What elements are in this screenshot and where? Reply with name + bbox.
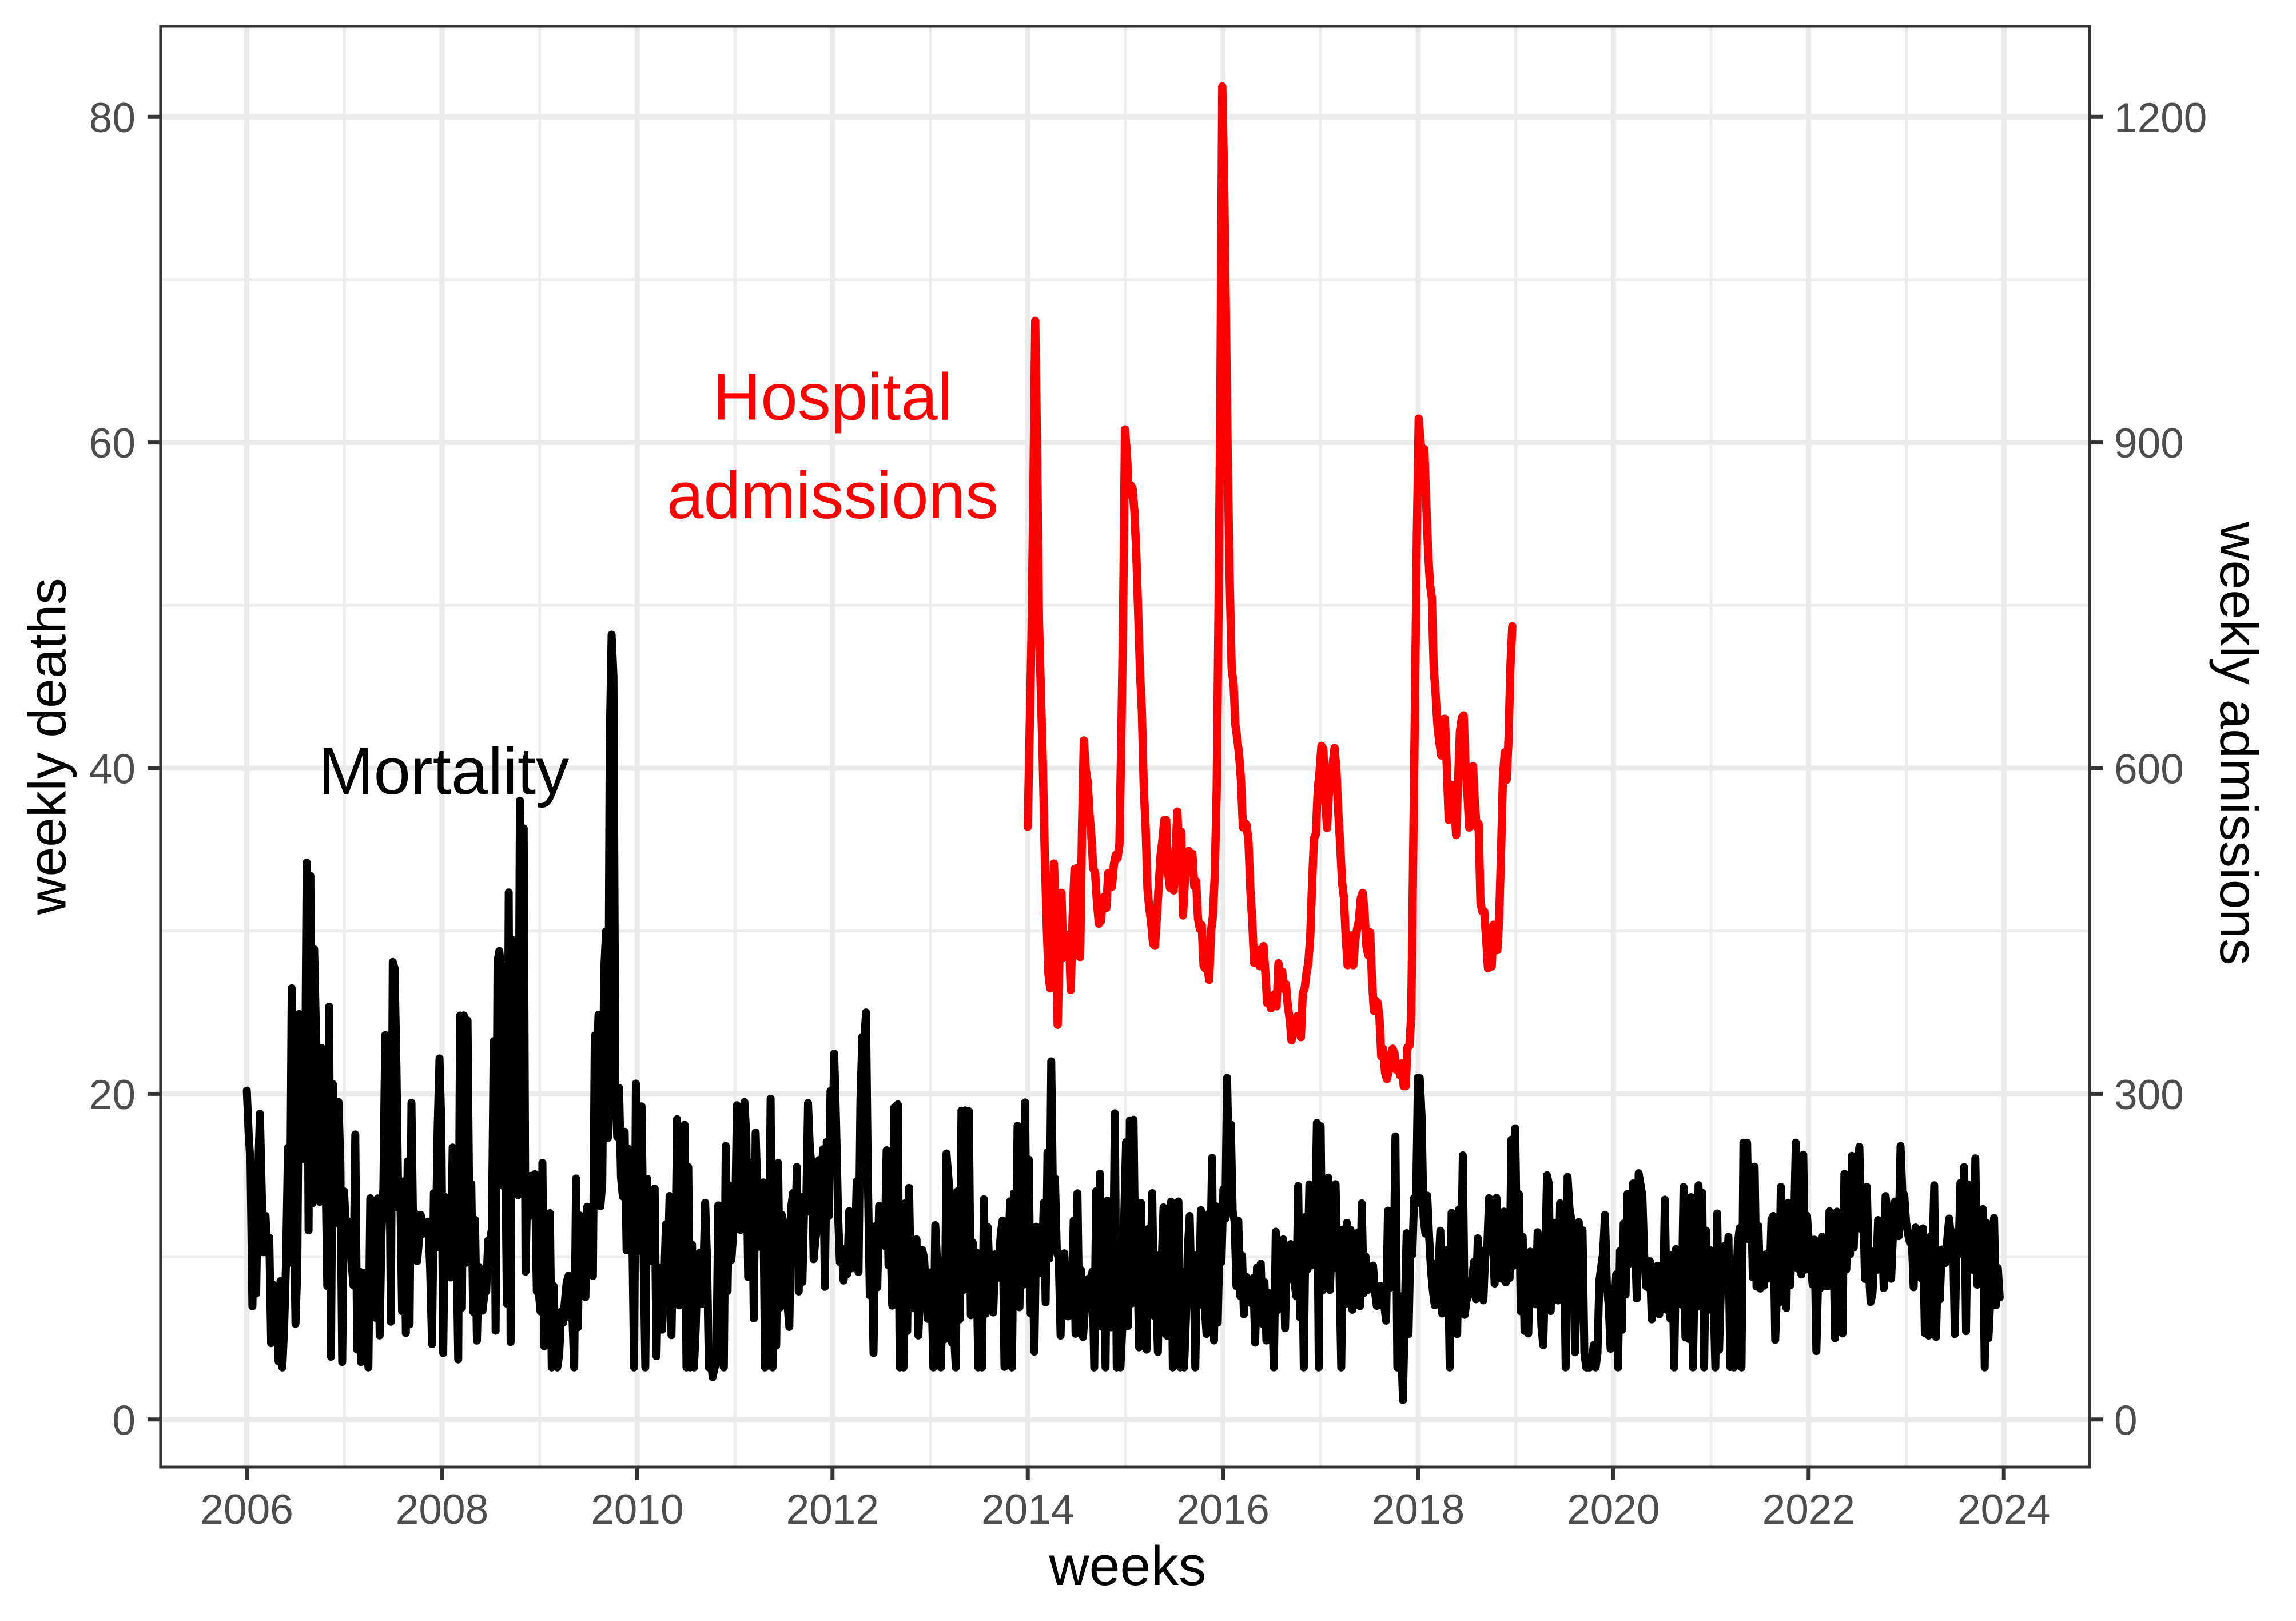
svg-text:weekly admissions: weekly admissions xyxy=(2209,521,2269,965)
svg-text:Mortality: Mortality xyxy=(319,734,569,808)
svg-text:admissions: admissions xyxy=(667,458,998,533)
svg-text:60: 60 xyxy=(89,420,136,467)
svg-text:2024: 2024 xyxy=(1957,1487,2050,1533)
svg-text:80: 80 xyxy=(89,95,136,141)
svg-text:2014: 2014 xyxy=(981,1487,1074,1533)
svg-text:2022: 2022 xyxy=(1762,1487,1855,1533)
svg-text:40: 40 xyxy=(89,746,136,793)
svg-text:300: 300 xyxy=(2114,1072,2184,1118)
svg-text:0: 0 xyxy=(2114,1397,2138,1444)
svg-text:Hospital: Hospital xyxy=(713,359,952,434)
svg-text:2008: 2008 xyxy=(396,1487,488,1533)
svg-text:weekly deaths: weekly deaths xyxy=(18,578,77,915)
svg-text:1200: 1200 xyxy=(2114,95,2207,141)
svg-text:2006: 2006 xyxy=(200,1487,293,1533)
svg-text:weeks: weeks xyxy=(1049,1535,1207,1597)
svg-text:600: 600 xyxy=(2114,746,2184,793)
svg-text:20: 20 xyxy=(89,1072,136,1118)
svg-text:2020: 2020 xyxy=(1567,1487,1660,1533)
svg-text:2010: 2010 xyxy=(591,1487,683,1533)
svg-text:2012: 2012 xyxy=(786,1487,879,1533)
svg-text:900: 900 xyxy=(2114,420,2184,467)
svg-text:0: 0 xyxy=(112,1397,136,1444)
svg-text:2018: 2018 xyxy=(1372,1487,1465,1533)
svg-text:2016: 2016 xyxy=(1176,1487,1269,1533)
